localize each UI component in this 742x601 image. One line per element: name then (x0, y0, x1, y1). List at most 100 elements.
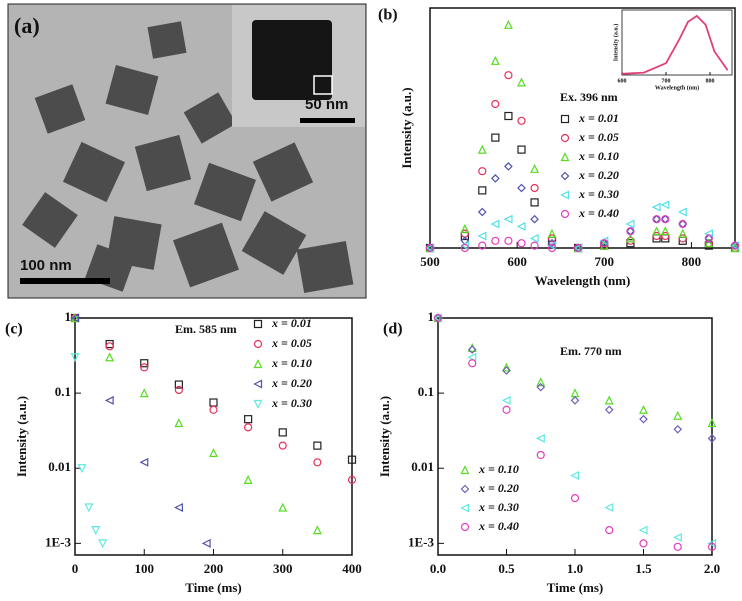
data-point (661, 215, 670, 224)
panel-label: (b) (378, 7, 398, 24)
legend-marker (253, 359, 263, 369)
data-point (707, 538, 717, 548)
legend-label: x = 0.05 (578, 130, 619, 144)
legend-marker (560, 209, 570, 219)
data-point (652, 215, 661, 224)
x-tick-label: 700 (662, 78, 671, 84)
legend-marker (460, 522, 470, 532)
line (621, 14, 729, 75)
data-point (639, 539, 648, 548)
x-tick-label: 2.0 (704, 561, 720, 576)
data-point (477, 144, 487, 154)
data-point (570, 471, 580, 480)
data-point (547, 241, 557, 251)
data-point (174, 385, 183, 395)
data-point (468, 359, 477, 368)
legend-marker (253, 399, 263, 409)
legend-marker (560, 114, 570, 124)
data-point (604, 503, 614, 512)
data-point (530, 198, 539, 207)
scale-label: 50 nm (305, 96, 348, 113)
data-point (209, 405, 218, 414)
data-point (504, 71, 513, 80)
data-point (516, 221, 526, 231)
data-point (503, 214, 513, 224)
x-tick-label: 600 (507, 254, 527, 269)
panel-label: (d) (383, 321, 403, 338)
x-tick-label: 100 (135, 561, 155, 576)
legend-marker (460, 484, 470, 494)
data-point (626, 239, 635, 248)
legend-label: x = 0.05 (271, 336, 312, 350)
data-point (673, 542, 682, 551)
data-point (517, 183, 526, 193)
legend-label: x = 0.30 (578, 187, 619, 201)
data-point (77, 464, 87, 474)
data-point (243, 475, 253, 484)
data-point (604, 405, 614, 415)
data-point (460, 223, 470, 233)
data-point (174, 418, 184, 428)
data-point (70, 313, 80, 323)
legend-label: x = 0.20 (478, 481, 519, 495)
data-point (604, 395, 614, 405)
plot-frame (74, 317, 353, 556)
x-tick-label: 500 (420, 254, 440, 269)
data-point (600, 239, 609, 248)
data-point (639, 414, 648, 424)
data-point (574, 243, 583, 253)
legend-label: x = 0.20 (271, 376, 312, 390)
data-point (502, 405, 511, 414)
x-tick-label: 200 (204, 561, 224, 576)
legend-marker (253, 379, 263, 389)
legend-label: x = 0.10 (271, 356, 312, 370)
y-axis-label: Intensity (a.u.) (399, 87, 414, 168)
x-tick-label: 0.0 (430, 561, 446, 576)
data-point (626, 227, 635, 236)
data-point (467, 345, 477, 354)
data-point (530, 214, 539, 224)
data-point (530, 241, 539, 250)
data-point (313, 441, 322, 450)
data-point (536, 377, 546, 387)
plot-frame (621, 9, 733, 76)
data-point (678, 228, 688, 238)
data-point (478, 241, 487, 250)
y-tick-label: 1 (65, 309, 72, 324)
x-tick-label: 700 (595, 254, 615, 269)
data-point (502, 362, 511, 372)
data-point (536, 450, 545, 460)
data-point (678, 219, 687, 229)
data-point (547, 243, 557, 253)
data-point (547, 234, 557, 243)
data-point (599, 236, 609, 246)
y-tick-label: 0.1 (418, 384, 434, 399)
micrograph (7, 3, 367, 299)
data-point (529, 233, 539, 243)
data-point (501, 395, 511, 405)
data-point (467, 352, 477, 362)
legend-marker (560, 190, 570, 200)
x-tick-label: 800 (706, 78, 715, 84)
legend-label: x = 0.20 (578, 168, 619, 182)
data-point (517, 239, 526, 248)
y-tick-label: 1 (428, 309, 435, 324)
data-point (673, 410, 683, 420)
data-point (730, 241, 740, 250)
data-point (174, 503, 183, 512)
data-point (660, 226, 670, 236)
data-point (460, 243, 469, 253)
data-point (104, 395, 114, 405)
data-point (517, 116, 526, 125)
data-point (707, 542, 717, 551)
data-point (517, 145, 526, 154)
data-point (347, 475, 357, 484)
y-axis-label: Intensity (a.u.) (377, 396, 392, 477)
data-point (425, 243, 435, 253)
x-axis-label: Time (ms) (185, 580, 241, 595)
data-point (535, 433, 545, 443)
data-point (625, 233, 635, 243)
data-point (140, 363, 149, 372)
data-point (652, 226, 662, 236)
data-point (605, 526, 614, 535)
